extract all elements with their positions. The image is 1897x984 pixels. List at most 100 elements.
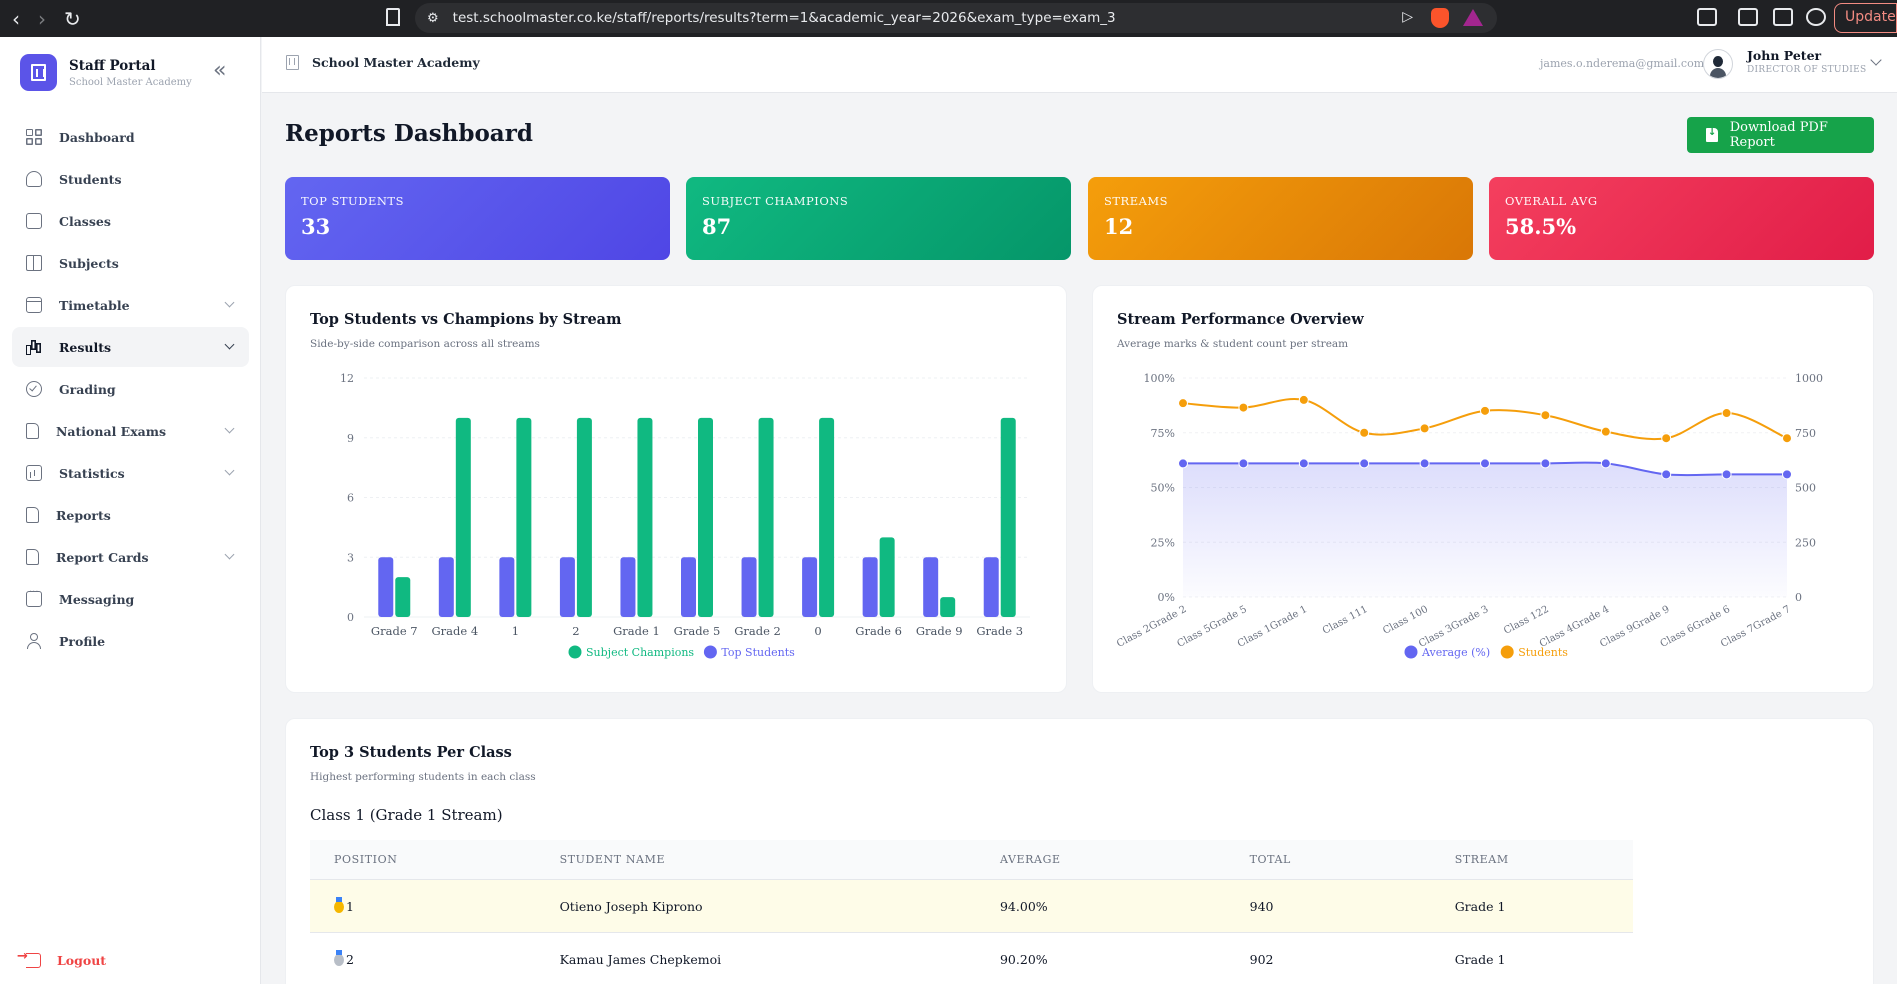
- average-point: [1178, 458, 1188, 469]
- url-text[interactable]: test.schoolmaster.co.ke/staff/reports/re…: [452, 10, 1116, 26]
- brand[interactable]: Staff Portal School Master Academy: [20, 54, 192, 91]
- average-point: [1298, 458, 1309, 469]
- top-header: School Master Academy james.o.nderema@gm…: [262, 37, 1897, 93]
- sidebar-item-classes[interactable]: Classes: [12, 201, 249, 241]
- y-right-tick-label: 750: [1795, 427, 1816, 440]
- sidebar-item-messaging[interactable]: Messaging: [12, 579, 249, 619]
- brave-shield-icon[interactable]: [1431, 8, 1449, 28]
- students-point: [1540, 410, 1551, 421]
- legend-label: Subject Champions: [586, 646, 694, 659]
- x-tick-label: 0: [814, 624, 821, 638]
- chevron-down-icon[interactable]: [224, 297, 235, 308]
- y-tick-label: 9: [347, 432, 354, 445]
- x-tick-label: Class 100: [1381, 604, 1430, 637]
- user-name[interactable]: John Peter: [1747, 48, 1822, 63]
- y-tick-label: 6: [347, 492, 354, 505]
- back-icon[interactable]: ‹: [12, 6, 20, 31]
- sidebar-item-label: Results: [59, 339, 112, 355]
- y-right-tick-label: 1000: [1795, 372, 1823, 385]
- brave-rewards-icon[interactable]: [1463, 9, 1483, 26]
- avatar[interactable]: [1703, 49, 1733, 79]
- class-heading: Class 1 (Grade 1 Stream): [310, 806, 503, 824]
- sidebar-item-profile[interactable]: Profile: [12, 621, 249, 661]
- sidebar-item-report-cards[interactable]: Report Cards: [12, 537, 249, 577]
- y-left-tick-label: 50%: [1151, 482, 1175, 495]
- logout-button[interactable]: Logout: [17, 949, 106, 968]
- average-point: [1782, 469, 1792, 480]
- address-bar[interactable]: ⚙ test.schoolmaster.co.ke/staff/reports/…: [415, 3, 1497, 33]
- y-left-tick-label: 100%: [1144, 372, 1175, 385]
- legend-marker: [568, 645, 582, 659]
- bar-subject-champions: [758, 417, 774, 617]
- bar-subject-champions: [395, 577, 411, 617]
- sidebar-item-reports[interactable]: Reports: [12, 495, 249, 535]
- y-left-tick-label: 75%: [1151, 427, 1175, 440]
- logout-icon: [17, 949, 41, 968]
- sidebar-item-label: Messaging: [59, 591, 135, 607]
- average-cell: 94.00%: [999, 898, 1048, 914]
- stats-icon: [26, 465, 42, 481]
- line-chart-panel: Stream Performance Overview Average mark…: [1092, 285, 1874, 693]
- sidebar-item-statistics[interactable]: Statistics: [12, 453, 249, 493]
- chevron-down-icon[interactable]: [224, 339, 235, 350]
- reload-icon[interactable]: ↻: [64, 6, 81, 31]
- sidebar-item-dashboard[interactable]: Dashboard: [12, 117, 249, 157]
- x-tick-label: Grade 1: [613, 624, 660, 638]
- x-tick-label: 2: [572, 624, 579, 638]
- download-pdf-button[interactable]: Download PDF Report: [1687, 117, 1874, 153]
- average-cell: 90.20%: [999, 951, 1048, 967]
- y-right-tick-label: 500: [1795, 482, 1816, 495]
- stat-value: 33: [301, 214, 331, 239]
- user-email: james.o.nderema@gmail.com: [1540, 57, 1705, 70]
- sidebar-item-timetable[interactable]: Timetable: [12, 285, 249, 325]
- sidebar-item-label: Classes: [59, 213, 111, 229]
- panel-title: Top Students vs Champions by Stream: [310, 311, 622, 328]
- stat-card-streams: STREAMS 12: [1088, 177, 1473, 260]
- x-tick-label: Grade 6: [855, 624, 902, 638]
- y-left-tick-label: 25%: [1151, 536, 1175, 549]
- panel-subtitle: Highest performing students in each clas…: [310, 771, 536, 783]
- bar-subject-champions: [819, 417, 835, 617]
- chevron-down-icon[interactable]: [1870, 54, 1882, 66]
- chevron-down-icon[interactable]: [224, 549, 235, 560]
- legend-marker: [703, 645, 717, 659]
- silver-medal-icon: [334, 949, 344, 966]
- table-row: 1 Otieno Joseph Kiprono 94.00% 940 Grade…: [310, 880, 1633, 933]
- bar-top-students: [681, 557, 696, 617]
- panel-subtitle: Average marks & student count per stream: [1117, 338, 1349, 350]
- leo-ai-icon[interactable]: [1806, 8, 1826, 26]
- screenshot-icon[interactable]: [1697, 8, 1717, 26]
- sidebar-toggle-icon[interactable]: [1738, 8, 1758, 26]
- site-settings-icon[interactable]: ⚙: [427, 10, 439, 26]
- chevron-down-icon[interactable]: [224, 423, 235, 434]
- column-header-average: AVERAGE: [999, 853, 1061, 866]
- legend-label: Students: [1518, 646, 1568, 659]
- legend-marker: [1404, 645, 1418, 659]
- students-point: [1359, 427, 1370, 438]
- report-card-icon: [26, 549, 39, 565]
- forward-icon[interactable]: ›: [38, 6, 46, 31]
- legend-label: Average (%): [1421, 646, 1490, 659]
- total-cell: 902: [1249, 951, 1274, 967]
- panel-title: Stream Performance Overview: [1117, 311, 1364, 328]
- average-point: [1359, 458, 1370, 469]
- students-icon: [26, 171, 42, 187]
- update-button[interactable]: Update: [1834, 3, 1897, 33]
- share-icon[interactable]: ▷: [1402, 9, 1413, 25]
- bookmark-icon[interactable]: [386, 8, 400, 26]
- bar-top-students: [620, 557, 636, 617]
- wallet-icon[interactable]: [1773, 8, 1793, 26]
- collapse-sidebar-icon[interactable]: «: [213, 58, 227, 83]
- sidebar-item-results[interactable]: Results: [12, 327, 249, 367]
- sidebar-item-students[interactable]: Students: [12, 159, 249, 199]
- sidebar-item-national-exams[interactable]: National Exams: [12, 411, 249, 451]
- x-tick-label: Grade 2: [734, 624, 781, 638]
- stat-value: 58.5%: [1505, 214, 1577, 239]
- chevron-down-icon[interactable]: [224, 465, 235, 476]
- sidebar: Staff Portal School Master Academy « Das…: [0, 37, 261, 984]
- sidebar-item-subjects[interactable]: Subjects: [12, 243, 249, 283]
- profile-icon: [26, 633, 42, 649]
- sidebar-item-label: Students: [59, 171, 122, 187]
- sidebar-item-grading[interactable]: Grading: [12, 369, 249, 409]
